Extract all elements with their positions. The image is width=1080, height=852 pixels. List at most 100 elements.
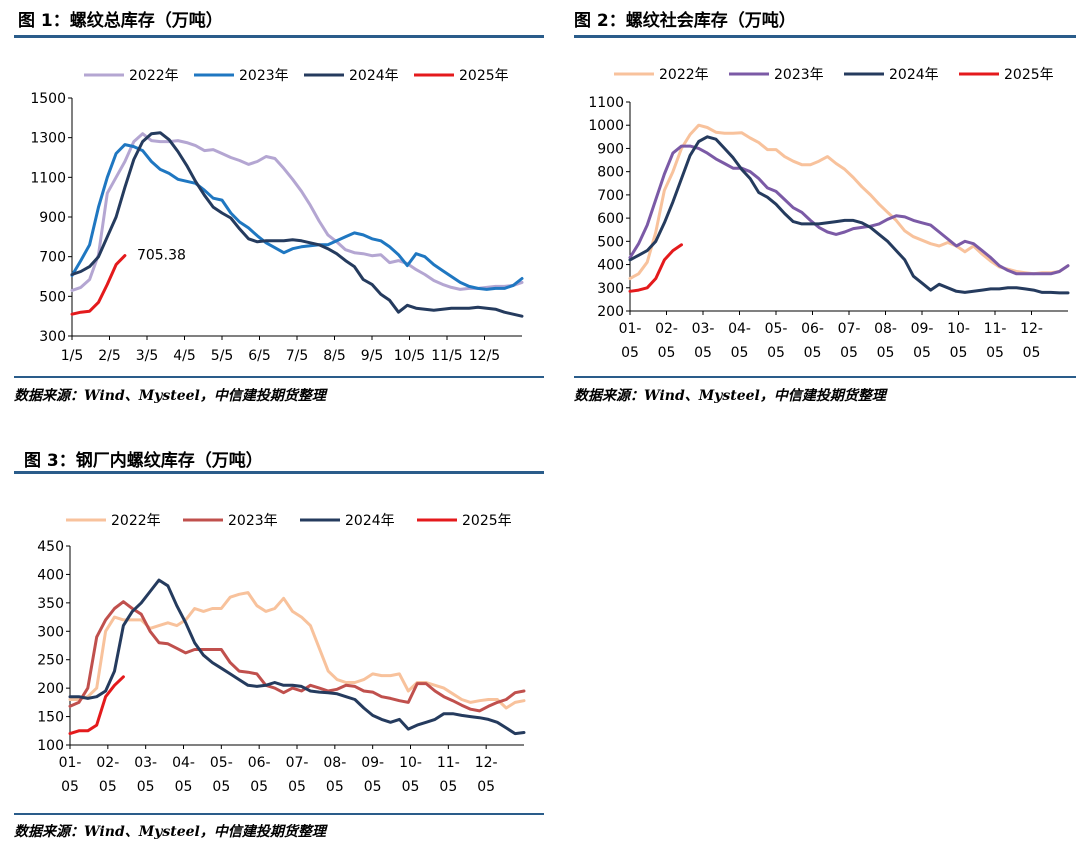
series-line-2022年 (70, 132, 524, 292)
legend-label: 2022年 (111, 513, 161, 529)
y-tick-label: 200 (37, 681, 64, 697)
x-tick-label-month: 01- (619, 321, 642, 337)
y-tick-label: 800 (597, 165, 624, 181)
x-tick-label-day: 05 (61, 779, 79, 795)
series-line-2023年 (70, 143, 524, 291)
x-tick-label-day: 05 (950, 345, 968, 361)
figure-2-chart: 200 300 400 500 600 700 800 900 1000 1100 01- 05 02-… (588, 67, 1070, 361)
x-tick-label-day: 05 (402, 779, 420, 795)
y-tick-label: 500 (597, 234, 624, 250)
y-tick-label: 450 (37, 539, 64, 555)
x-tick-label-month: 10- (399, 755, 422, 771)
x-tick-label-day: 05 (477, 779, 495, 795)
series-line-2025年 (68, 675, 125, 736)
x-tick-label-month: 11- (437, 755, 460, 771)
x-tick-label-day: 05 (439, 779, 457, 795)
x-tick-label-day: 05 (913, 345, 931, 361)
series-line-2024年 (68, 578, 526, 736)
x-tick-label-day: 05 (212, 779, 230, 795)
y-tick-label: 150 (37, 710, 64, 726)
legend-label: 2023年 (239, 68, 289, 84)
y-tick-label: 900 (597, 141, 624, 157)
x-tick-label-month: 08- (323, 755, 346, 771)
figure-3-source: 数据来源：Wind、Mysteel，中信建投期货整理 (14, 824, 326, 840)
figure-3-chart: 100 150 200 250 300 350 400 450 01- 05 02- 05 03- 05 0… (37, 513, 526, 795)
figure-2-title: 图 2：螺纹社会库存（万吨） (574, 11, 796, 31)
figure-3-source-rule (14, 813, 544, 815)
x-tick-label: 11/5 (431, 348, 462, 364)
y-tick-label: 1100 (588, 95, 624, 111)
x-tick-label-day: 05 (326, 779, 344, 795)
x-tick-label-day: 05 (364, 779, 382, 795)
x-tick-label-day: 05 (694, 345, 712, 361)
legend-label: 2023年 (228, 513, 278, 529)
x-tick-label-day: 05 (175, 779, 193, 795)
legend-label: 2022年 (659, 67, 709, 83)
y-tick-label: 300 (597, 281, 624, 297)
x-tick-label-month: 06- (801, 321, 824, 337)
y-tick-label: 500 (39, 289, 66, 305)
x-tick-label-month: 07- (838, 321, 861, 337)
figure-1-chart: 300 500 700 900 1100 1300 1500 1/5 2/5 3/5 4/5 5/5 6… (30, 68, 524, 364)
x-tick-label: 12/5 (469, 348, 500, 364)
x-tick-label-month: 10- (947, 321, 970, 337)
figure-1-panel: 图 1：螺纹总库存（万吨） 300 500 700 900 1100 1300 1500 1/… (14, 0, 544, 420)
x-tick-label: 5/5 (211, 348, 234, 364)
x-tick-label-month: 03- (692, 321, 715, 337)
x-tick-label-day: 05 (731, 345, 749, 361)
x-tick-label-month: 08- (874, 321, 897, 337)
x-tick-label: 1/5 (61, 348, 84, 364)
series-line-2025年 (70, 254, 127, 316)
x-tick-label-day: 05 (877, 345, 895, 361)
x-tick-label-month: 04- (172, 755, 195, 771)
x-tick-label: 10/5 (394, 348, 425, 364)
x-tick-label-day: 05 (658, 345, 676, 361)
x-tick-label-month: 04- (728, 321, 751, 337)
x-tick-label-month: 12- (475, 755, 498, 771)
series-line-2024年 (628, 135, 1070, 295)
x-tick-label-month: 05- (765, 321, 788, 337)
figure-2-source: 数据来源：Wind、Mysteel，中信建投期货整理 (574, 388, 886, 404)
x-tick-label-day: 05 (804, 345, 822, 361)
x-tick-label-month: 03- (134, 755, 157, 771)
legend-label: 2025年 (459, 68, 509, 84)
legend-label: 2022年 (129, 68, 179, 84)
y-tick-label: 900 (39, 210, 66, 226)
legend-label: 2023年 (774, 67, 824, 83)
y-tick-label: 1000 (588, 118, 624, 134)
x-tick-label-month: 09- (361, 755, 384, 771)
y-tick-label: 700 (39, 250, 66, 266)
x-tick-label-day: 05 (986, 345, 1004, 361)
series-line-2023年 (68, 600, 526, 713)
x-tick-label-day: 05 (288, 779, 306, 795)
x-tick-label: 4/5 (173, 348, 196, 364)
figure-1-source: 数据来源：Wind、Mysteel，中信建投期货整理 (14, 388, 326, 404)
x-tick-label: 8/5 (323, 348, 346, 364)
series-line-2022年 (628, 123, 1070, 280)
y-tick-label: 200 (597, 304, 624, 320)
x-tick-label-month: 05- (210, 755, 233, 771)
x-tick-label-day: 05 (1023, 345, 1041, 361)
x-tick-label: 9/5 (361, 348, 384, 364)
series-line-2024年 (70, 131, 524, 318)
y-tick-label: 700 (597, 188, 624, 204)
x-tick-label: 3/5 (136, 348, 159, 364)
y-tick-label: 250 (37, 653, 64, 669)
y-tick-label: 300 (37, 624, 64, 640)
series-line-2023年 (628, 144, 1070, 276)
x-tick-label-month: 02- (96, 755, 119, 771)
x-tick-label-day: 05 (250, 779, 268, 795)
x-tick-label: 2/5 (98, 348, 121, 364)
y-tick-label: 1100 (30, 170, 66, 186)
x-tick-label-day: 05 (621, 345, 639, 361)
y-tick-label: 400 (597, 258, 624, 274)
figure-2-title-rule (574, 35, 1076, 38)
x-tick-label-month: 02- (655, 321, 678, 337)
figure-3-title: 图 3：钢厂内螺纹库存（万吨） (24, 451, 263, 471)
y-tick-label: 100 (37, 738, 64, 754)
figure-1-source-rule (14, 376, 544, 378)
figure-2-source-rule (574, 376, 1076, 378)
x-tick-label-month: 07- (286, 755, 309, 771)
legend-label: 2025年 (462, 513, 512, 529)
x-tick-label-day: 05 (99, 779, 117, 795)
